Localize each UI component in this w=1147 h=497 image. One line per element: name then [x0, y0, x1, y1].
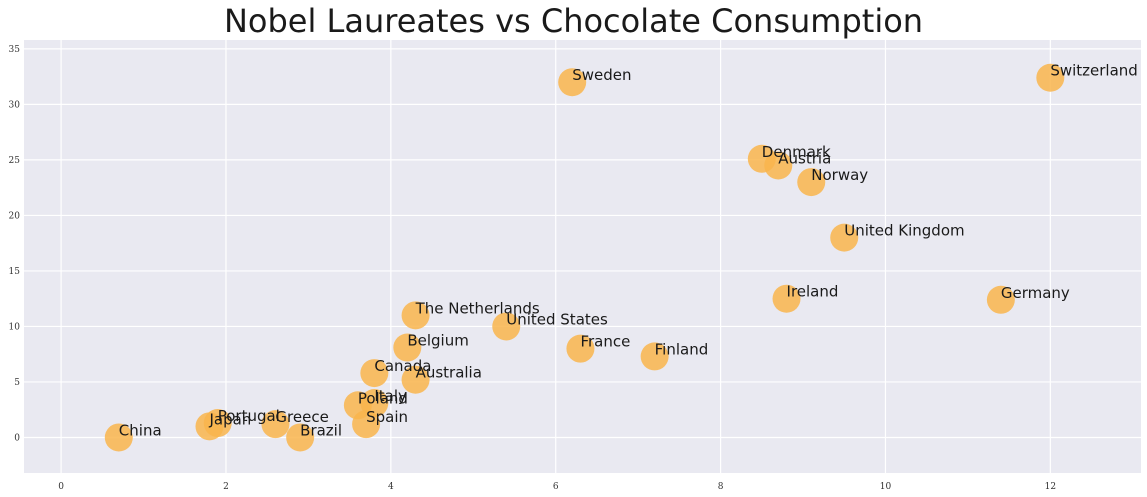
point-label: Greece: [275, 408, 328, 426]
point-label: Sweden: [572, 66, 631, 84]
point-label: United States: [506, 310, 608, 328]
point-label: China: [119, 421, 162, 439]
data-point: [104, 423, 133, 452]
y-tick-label: 10: [9, 322, 21, 332]
chart-title: Nobel Laureates vs Chocolate Consumption: [223, 2, 924, 40]
markers: [104, 63, 1065, 452]
data-point: [352, 410, 381, 439]
point-label: The Netherlands: [415, 299, 540, 317]
point-label: Spain: [366, 408, 408, 426]
data-point: [401, 365, 430, 394]
point-label: Canada: [374, 357, 431, 375]
data-point: [830, 223, 859, 252]
y-tick-label: 15: [9, 267, 21, 277]
point-label: Germany: [1001, 284, 1070, 302]
x-tick-label: 6: [553, 482, 559, 492]
point-label: Portugal: [218, 407, 280, 425]
point-label: Finland: [655, 340, 709, 358]
data-point: [195, 412, 224, 441]
point-label: United Kingdom: [844, 222, 964, 240]
axis-ticks: 0 2 4 6 8 10 12 0 5 10 15 20 25 30 35: [9, 45, 1057, 492]
point-label: Norway: [811, 166, 868, 184]
data-point: [393, 333, 422, 362]
point-label: Belgium: [407, 332, 469, 350]
y-tick-label: 5: [14, 378, 20, 388]
data-point: [764, 151, 793, 180]
data-point: [286, 423, 315, 452]
data-point: [492, 312, 521, 341]
grid-lines: [24, 40, 1141, 473]
x-tick-label: 12: [1045, 482, 1056, 492]
point-label: Brazil: [300, 421, 342, 439]
data-point: [360, 359, 389, 388]
y-tick-label: 20: [9, 211, 21, 221]
data-point: [772, 284, 801, 313]
data-point: [986, 285, 1015, 314]
x-tick-label: 0: [58, 482, 64, 492]
point-label: Poland: [358, 389, 408, 407]
y-tick-label: 25: [9, 156, 21, 166]
plot-area: [24, 40, 1141, 473]
y-tick-label: 30: [9, 100, 21, 110]
point-label: Austria: [778, 149, 831, 167]
x-tick-label: 8: [718, 482, 724, 492]
data-point: [566, 334, 595, 363]
point-label: France: [580, 333, 630, 351]
data-point: [1036, 63, 1065, 92]
point-label: Switzerland: [1050, 62, 1138, 80]
point-label: Denmark: [762, 143, 831, 161]
data-point: [401, 301, 430, 330]
point-label: Japan: [208, 410, 251, 428]
point-label: Italy: [374, 387, 407, 405]
x-tick-label: 10: [880, 482, 892, 492]
data-point: [261, 410, 290, 439]
data-point: [797, 168, 826, 197]
point-label: Ireland: [787, 283, 839, 301]
y-tick-label: 0: [14, 433, 20, 443]
data-point: [558, 68, 587, 97]
x-tick-label: 2: [223, 482, 229, 492]
data-point: [640, 342, 669, 371]
y-tick-label: 35: [9, 45, 21, 55]
point-label: Australia: [416, 364, 482, 382]
x-tick-label: 4: [388, 482, 394, 492]
